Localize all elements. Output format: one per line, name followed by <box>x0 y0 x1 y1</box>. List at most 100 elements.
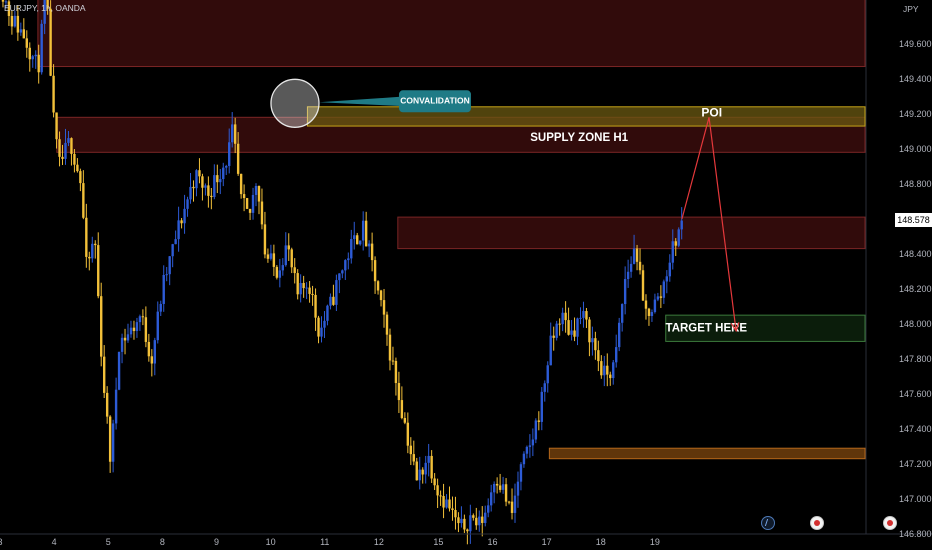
candle <box>159 300 162 317</box>
candle <box>49 0 52 77</box>
time-tick-label: 3 <box>0 537 3 547</box>
candle <box>290 247 293 274</box>
candle <box>111 419 115 473</box>
plot-area[interactable] <box>0 0 866 534</box>
candle <box>516 471 520 508</box>
price-tick-label: 148.400 <box>899 249 932 259</box>
candle <box>296 269 299 300</box>
candle <box>680 207 683 240</box>
time-tick-label: 12 <box>374 537 384 547</box>
candle <box>40 19 43 75</box>
candle <box>251 187 255 220</box>
calendar-event-icon[interactable] <box>810 516 824 530</box>
candle <box>427 443 430 477</box>
supply-zone-h1-label: SUPPLY ZONE H1 <box>530 132 628 144</box>
candle <box>222 162 225 187</box>
candle <box>609 371 612 386</box>
candle <box>314 288 317 331</box>
candle <box>573 317 576 342</box>
convalidation-circle[interactable] <box>270 78 320 128</box>
candle <box>513 483 517 523</box>
candle <box>507 500 511 505</box>
convalidation-label: CONVALIDATION <box>400 96 470 106</box>
candle <box>600 355 603 379</box>
candle <box>43 0 46 35</box>
candle <box>546 361 549 393</box>
candle <box>37 44 40 84</box>
candle <box>620 303 624 332</box>
candle <box>576 317 579 346</box>
candle <box>597 340 600 372</box>
candle <box>105 386 109 424</box>
candle <box>168 256 171 286</box>
time-tick-label: 8 <box>160 537 165 547</box>
price-tick-label: 149.000 <box>899 144 932 154</box>
candle <box>198 158 201 184</box>
callout-pointer <box>318 96 407 107</box>
candle <box>373 256 377 294</box>
candle <box>430 450 433 483</box>
candle <box>674 238 677 256</box>
arrow-head <box>730 322 740 333</box>
candle <box>394 357 398 396</box>
candle <box>481 506 484 537</box>
candle <box>484 505 487 527</box>
candle <box>433 473 436 490</box>
candle <box>55 112 58 149</box>
candle <box>510 488 514 520</box>
candle <box>472 513 475 521</box>
candle <box>102 345 106 399</box>
candle <box>64 128 67 165</box>
zone-mid-supply[interactable] <box>397 216 866 250</box>
price-tick-label: 147.800 <box>899 354 932 364</box>
candle <box>594 331 597 360</box>
price-tick-label: 149.400 <box>899 74 932 84</box>
candle <box>632 234 636 265</box>
zone-top-supply[interactable] <box>37 0 866 68</box>
candle <box>52 64 55 118</box>
candle <box>61 144 64 165</box>
candle <box>263 211 267 259</box>
price-tick-label: 148.000 <box>899 319 932 329</box>
candle <box>409 437 413 465</box>
candle <box>617 317 621 352</box>
projection-arrow[interactable] <box>681 117 737 331</box>
price-axis[interactable]: 146.800 147.000 147.200 147.400 147.600 147.8… <box>899 39 932 539</box>
zone-poi[interactable] <box>306 106 866 127</box>
candle <box>147 333 151 362</box>
candle <box>129 320 133 338</box>
candle <box>132 320 136 340</box>
candle <box>445 494 448 509</box>
candle <box>421 467 424 484</box>
candle <box>293 258 296 284</box>
candle <box>650 309 654 322</box>
candle <box>25 30 28 58</box>
candle <box>210 187 213 210</box>
candle <box>531 428 535 457</box>
lightning-icon[interactable] <box>761 516 775 530</box>
candle <box>171 243 174 268</box>
candle <box>463 514 466 533</box>
zone-demand[interactable] <box>548 447 866 460</box>
callout-bubble[interactable] <box>398 90 471 113</box>
candle <box>135 317 139 338</box>
candle <box>603 355 606 387</box>
candle <box>364 211 368 247</box>
zones-layer <box>37 0 866 460</box>
candle <box>34 50 37 69</box>
candle <box>656 292 660 302</box>
candle <box>79 168 82 192</box>
time-axis[interactable]: 3 4 5 8 9 10 11 12 15 16 17 18 19 <box>0 537 660 547</box>
time-tick-label: 4 <box>52 537 57 547</box>
candle <box>275 265 279 280</box>
candle <box>376 280 380 295</box>
candle <box>207 176 210 208</box>
candle <box>626 259 630 288</box>
candle <box>317 315 320 344</box>
candle <box>108 415 112 473</box>
candle <box>248 208 252 221</box>
zone-target[interactable] <box>665 314 866 342</box>
calendar-event-icon[interactable] <box>883 516 897 530</box>
candle <box>522 451 526 468</box>
